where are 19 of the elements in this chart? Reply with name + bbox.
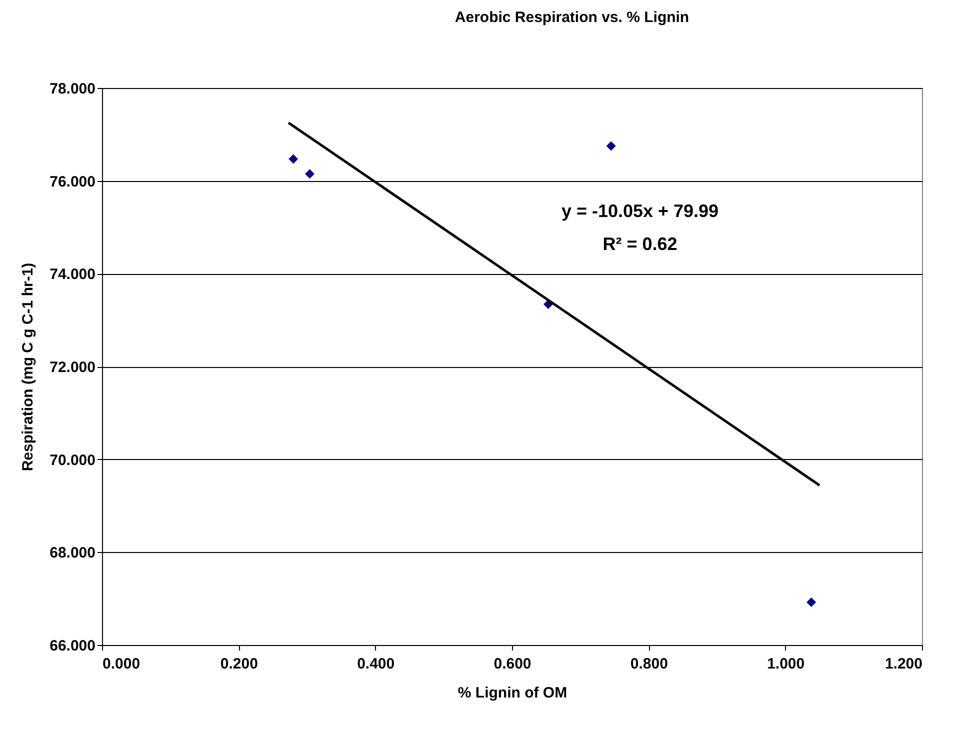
chart-title: Aerobic Respiration vs. % Lignin	[454, 9, 690, 26]
y-tick-label: 66.000	[50, 638, 96, 654]
y-tick-label: 70.000	[50, 452, 96, 469]
x-tick-label: 0.200	[220, 656, 258, 672]
y-tick-label: 68.000	[50, 544, 96, 562]
x-tick-label: 0.600	[494, 656, 532, 672]
y-tick-label: 72.000	[50, 359, 96, 376]
x-tick-label: 0.400	[357, 656, 395, 672]
y-tick-label: 76.000	[50, 173, 96, 190]
x-tick-label: 1.200	[884, 656, 922, 672]
x-tick-label: 0.000	[102, 656, 140, 672]
y-tick-label: 74.000	[50, 266, 96, 284]
annotation: R² = 0.62	[602, 234, 678, 254]
x-tick-label: 1.000	[767, 656, 805, 672]
x-tick-label: 0.800	[630, 656, 668, 672]
y-axis-title: Respiration (mg C g C-1 hr-1)	[20, 262, 37, 472]
x-axis-title: % Lignin of OM	[458, 684, 568, 702]
annotation: y = -10.05x + 79.99	[561, 201, 719, 221]
y-tick-label: 78.000	[50, 80, 96, 98]
